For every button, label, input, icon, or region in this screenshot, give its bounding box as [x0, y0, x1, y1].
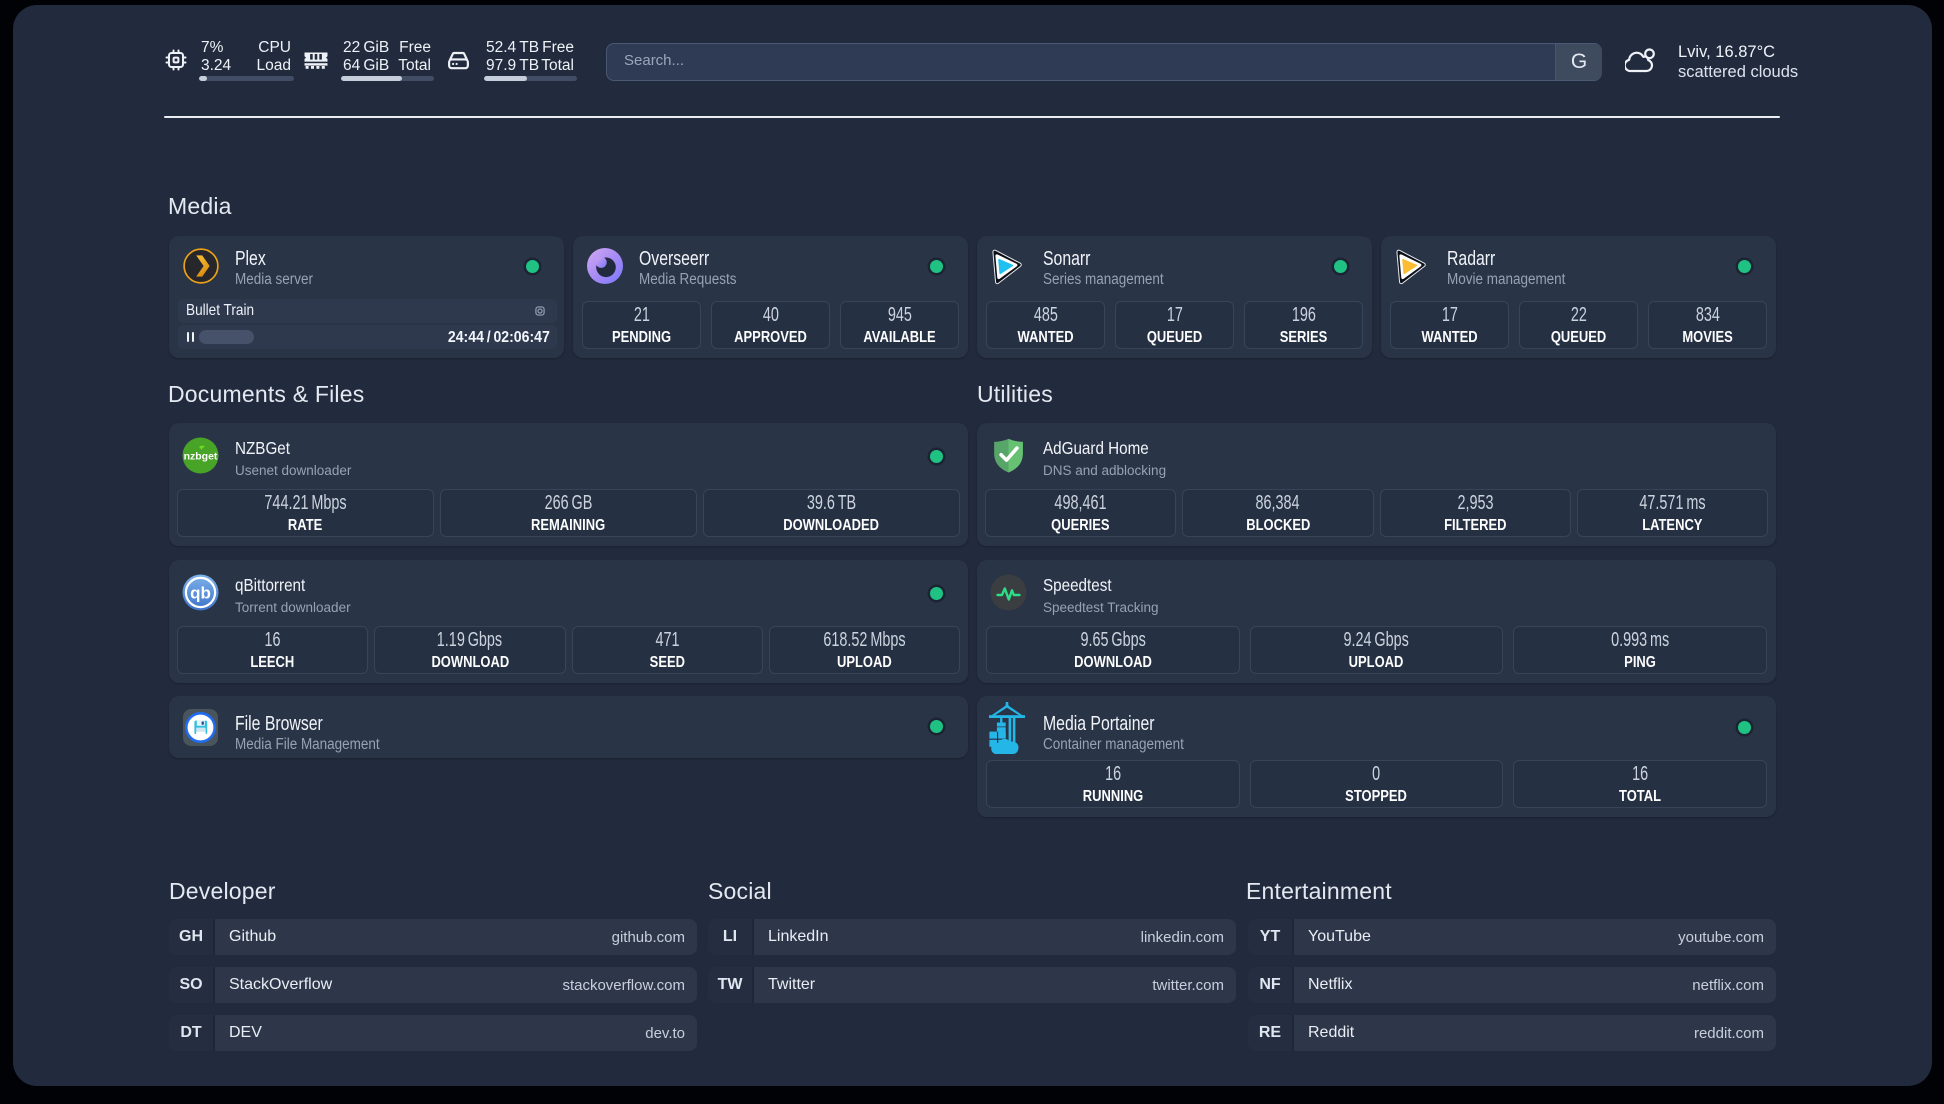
svg-text:nzbget: nzbget: [184, 451, 218, 463]
svg-text:qb: qb: [190, 584, 211, 603]
